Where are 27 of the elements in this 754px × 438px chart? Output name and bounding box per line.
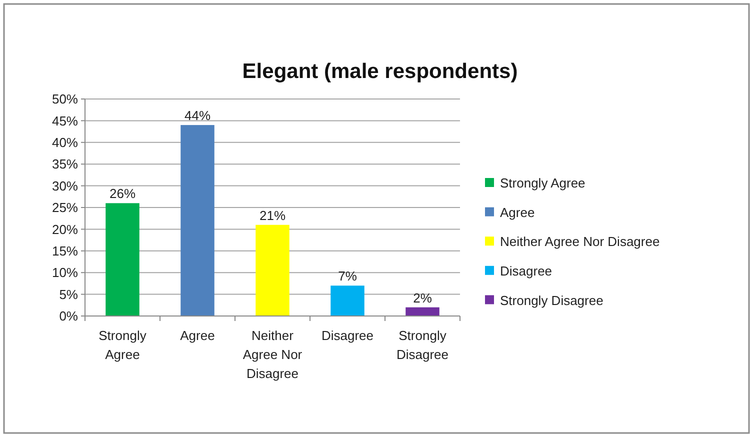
chart-title: Elegant (male respondents) <box>242 60 518 83</box>
y-tick-label: 50% <box>52 92 78 107</box>
legend-label: Strongly Disagree <box>500 292 604 308</box>
y-tick-label: 40% <box>52 134 78 150</box>
x-tick-label: Strongly Agree <box>98 328 147 362</box>
x-tick-label: Agree <box>180 328 215 343</box>
x-tick-label: Disagree <box>321 328 374 343</box>
legend-label: Disagree <box>500 263 552 278</box>
y-tick-label: 45% <box>52 113 78 128</box>
y-tick-label: 0% <box>59 308 78 324</box>
y-tick-label: 5% <box>59 286 78 302</box>
y-tick-label: 30% <box>52 178 78 194</box>
legend-label: Strongly Agree <box>500 176 586 191</box>
y-tick-label: 15% <box>52 243 78 258</box>
data-label: 21% <box>259 208 286 223</box>
data-label: 44% <box>184 108 211 124</box>
legend-label: Neither Agree Nor Disagree <box>500 234 660 250</box>
data-label: 2% <box>413 290 432 306</box>
x-tick-label: Strongly Disagree <box>396 328 449 362</box>
legend-label: Agree <box>500 204 535 220</box>
y-tick-label: 35% <box>52 156 78 172</box>
y-tick-label: 20% <box>52 222 78 237</box>
y-tick-label: 10% <box>52 265 78 280</box>
data-label: 7% <box>338 268 358 284</box>
y-tick-label: 25% <box>52 200 78 216</box>
data-label: 26% <box>109 186 136 202</box>
x-tick-label: Neither Agree Nor Disagree <box>242 328 303 381</box>
